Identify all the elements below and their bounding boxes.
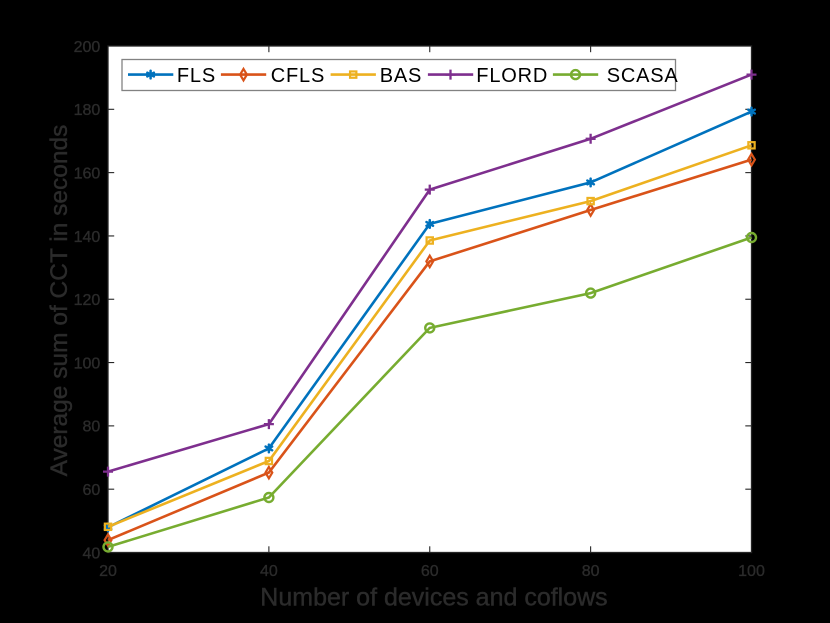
svg-text:SCASA: SCASA [607,65,679,87]
svg-text:180: 180 [74,102,101,119]
svg-text:40: 40 [83,545,101,562]
svg-text:CFLS: CFLS [271,65,325,87]
svg-text:60: 60 [83,482,101,499]
svg-text:80: 80 [83,419,101,436]
svg-text:100: 100 [74,355,101,372]
svg-text:80: 80 [582,563,600,580]
svg-text:100: 100 [738,563,765,580]
svg-text:FLORD: FLORD [476,65,548,87]
svg-text:160: 160 [74,165,101,182]
svg-text:140: 140 [74,229,101,246]
svg-text:BAS: BAS [380,65,422,87]
svg-text:Number of devices and coflows: Number of devices and coflows [260,584,607,612]
svg-text:200: 200 [74,39,101,56]
svg-text:60: 60 [421,563,439,580]
svg-text:FLS: FLS [177,65,216,87]
svg-text:40: 40 [260,563,278,580]
svg-text:20: 20 [99,563,117,580]
svg-text:120: 120 [74,292,101,309]
svg-text:Average sum of CCT in seconds: Average sum of CCT in seconds [46,125,73,477]
